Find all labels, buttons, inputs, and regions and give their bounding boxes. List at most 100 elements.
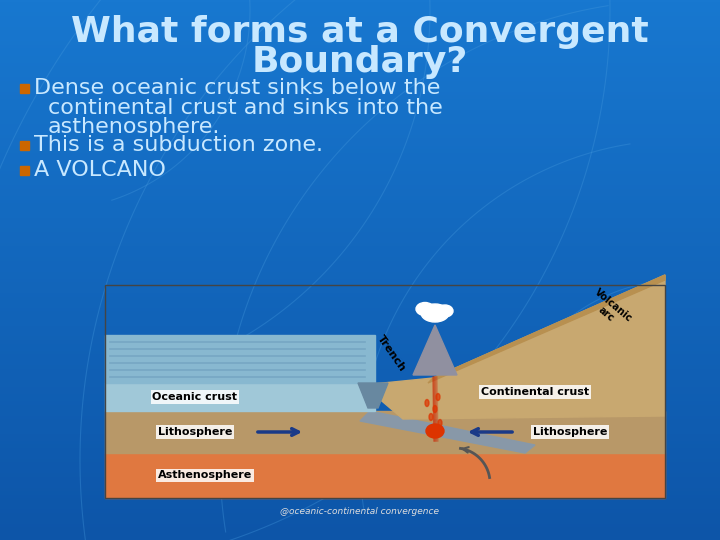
Bar bbox=[0, 535, 720, 540]
Bar bbox=[0, 521, 720, 525]
Bar bbox=[0, 49, 720, 54]
Bar bbox=[0, 111, 720, 115]
Bar bbox=[0, 240, 720, 245]
Bar bbox=[0, 291, 720, 295]
Bar bbox=[0, 362, 720, 367]
Bar bbox=[0, 183, 720, 187]
Bar bbox=[0, 132, 720, 137]
Text: Oceanic crust: Oceanic crust bbox=[153, 392, 238, 402]
Bar bbox=[0, 406, 720, 410]
Bar bbox=[0, 366, 720, 371]
Bar bbox=[0, 265, 720, 270]
Bar bbox=[0, 200, 720, 205]
Ellipse shape bbox=[429, 414, 433, 421]
Bar bbox=[20, 141, 29, 150]
Bar bbox=[0, 301, 720, 306]
Bar bbox=[0, 71, 720, 76]
Bar bbox=[0, 341, 720, 346]
Bar bbox=[0, 89, 720, 93]
Bar bbox=[0, 517, 720, 522]
Bar bbox=[0, 57, 720, 61]
Ellipse shape bbox=[421, 304, 449, 322]
Bar bbox=[0, 233, 720, 238]
Bar bbox=[0, 352, 720, 356]
Bar bbox=[0, 287, 720, 292]
Bar bbox=[0, 125, 720, 130]
Text: What forms at a Convergent: What forms at a Convergent bbox=[71, 15, 649, 49]
Bar bbox=[0, 197, 720, 201]
Ellipse shape bbox=[438, 420, 442, 427]
Bar bbox=[0, 460, 720, 464]
Bar bbox=[0, 355, 720, 360]
Bar bbox=[0, 222, 720, 227]
Bar bbox=[0, 485, 720, 490]
Polygon shape bbox=[360, 411, 535, 453]
Bar bbox=[0, 381, 720, 385]
Bar bbox=[0, 211, 720, 216]
Bar bbox=[0, 500, 720, 504]
Bar bbox=[0, 60, 720, 65]
Text: Boundary?: Boundary? bbox=[252, 45, 468, 79]
Bar bbox=[0, 370, 720, 374]
Bar bbox=[0, 467, 720, 471]
Text: Volcanic
arc: Volcanic arc bbox=[585, 287, 634, 333]
Bar bbox=[0, 442, 720, 447]
Bar bbox=[0, 226, 720, 231]
Bar bbox=[0, 251, 720, 255]
Bar bbox=[0, 316, 720, 320]
Bar bbox=[0, 154, 720, 158]
Bar bbox=[0, 496, 720, 501]
Text: Lithosphere: Lithosphere bbox=[533, 427, 607, 437]
Bar bbox=[0, 456, 720, 461]
Bar bbox=[20, 84, 29, 93]
Bar bbox=[0, 262, 720, 266]
Bar bbox=[0, 168, 720, 173]
Bar bbox=[0, 143, 720, 147]
Bar bbox=[0, 28, 720, 32]
Bar bbox=[0, 230, 720, 234]
Text: Dense oceanic crust sinks below the: Dense oceanic crust sinks below the bbox=[34, 78, 441, 98]
Bar bbox=[0, 139, 720, 144]
Bar bbox=[0, 21, 720, 25]
Text: continental crust and sinks into the: continental crust and sinks into the bbox=[48, 98, 443, 118]
Bar bbox=[0, 416, 720, 421]
Bar bbox=[0, 474, 720, 479]
Bar bbox=[0, 258, 720, 263]
Bar bbox=[0, 463, 720, 468]
Bar bbox=[105, 335, 375, 383]
Bar bbox=[0, 298, 720, 302]
Bar bbox=[0, 75, 720, 79]
Bar bbox=[0, 449, 720, 454]
Polygon shape bbox=[358, 383, 388, 408]
Polygon shape bbox=[428, 275, 665, 383]
Polygon shape bbox=[413, 325, 457, 375]
Bar bbox=[0, 413, 720, 417]
Bar bbox=[0, 446, 720, 450]
Bar bbox=[20, 166, 29, 175]
Bar bbox=[0, 204, 720, 209]
Bar bbox=[0, 78, 720, 83]
Polygon shape bbox=[363, 275, 665, 419]
Bar bbox=[0, 319, 720, 324]
Ellipse shape bbox=[433, 406, 437, 413]
Bar bbox=[0, 284, 720, 288]
Ellipse shape bbox=[416, 302, 434, 315]
Bar bbox=[0, 129, 720, 133]
Bar bbox=[0, 395, 720, 400]
Bar bbox=[0, 373, 720, 378]
Bar bbox=[0, 312, 720, 317]
Ellipse shape bbox=[436, 394, 440, 401]
Bar bbox=[0, 308, 720, 313]
Text: Continental crust: Continental crust bbox=[481, 387, 589, 397]
Bar bbox=[0, 273, 720, 277]
Text: asthenosphere.: asthenosphere. bbox=[48, 117, 220, 137]
Bar bbox=[0, 186, 720, 191]
Bar bbox=[0, 176, 720, 180]
Bar bbox=[0, 438, 720, 443]
Bar bbox=[0, 280, 720, 285]
Bar bbox=[0, 338, 720, 342]
Bar bbox=[0, 24, 720, 29]
Bar bbox=[0, 244, 720, 248]
Bar bbox=[0, 492, 720, 497]
Bar bbox=[0, 269, 720, 274]
